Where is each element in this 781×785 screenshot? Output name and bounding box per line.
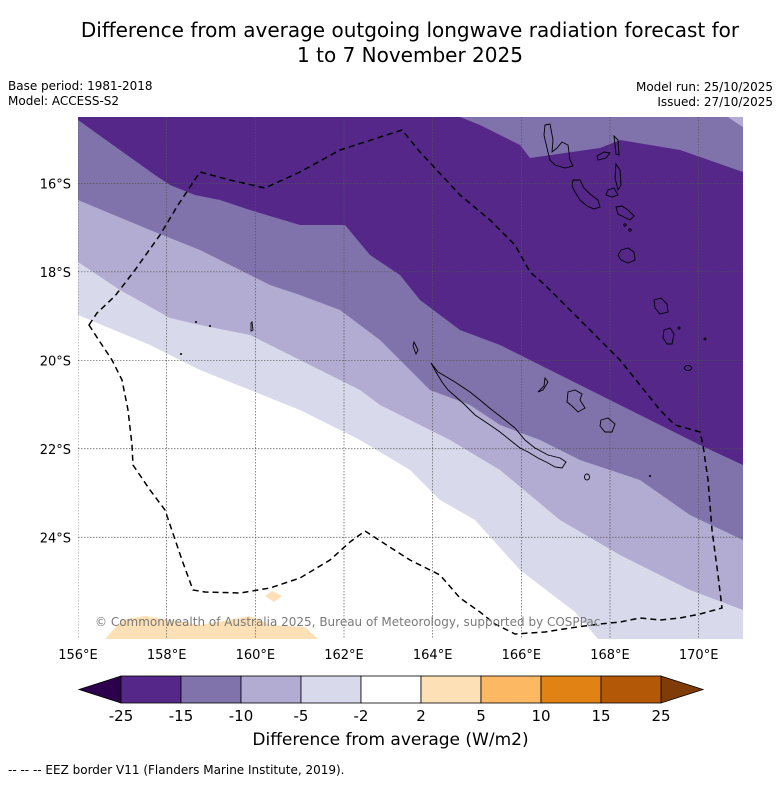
colorbar-tick-label: 2 [416, 707, 426, 725]
coast-futuna [677, 326, 681, 330]
lon-tick-labels: 156°E 158°E 160°E 162°E 164°E 166°E 168°E 170°E [58, 648, 718, 663]
colorbar-segment [300, 675, 362, 704]
lon-tick-label: 158°E [147, 648, 187, 663]
colorbar-segment [540, 675, 602, 704]
meta-left: Base period: 1981-2018 Model: ACCESS-S2 [8, 79, 153, 109]
coast-chesterfield [250, 321, 254, 332]
coast-ambrym [605, 187, 619, 198]
eez-note: -- -- -- EEZ border V11 (Flanders Marine… [8, 763, 345, 777]
coast-reef-4 [648, 474, 652, 478]
eez-border [88, 129, 723, 635]
colorbar-segment [600, 675, 662, 704]
colorbar-segment [480, 675, 542, 704]
lon-tick-label: 160°E [236, 648, 276, 663]
title-line-1: Difference from average outgoing longwav… [80, 18, 740, 42]
model-name: Model: ACCESS-S2 [8, 94, 120, 108]
coast-efate [617, 247, 636, 264]
coast-aneityum-main [684, 365, 692, 371]
colorbar-tick-label: 25 [651, 707, 670, 725]
coast-reef-3 [179, 352, 183, 356]
lat-tick-label: 22°S [40, 443, 71, 458]
coast-erromango [653, 297, 669, 315]
colorbar-tick-label: -5 [294, 707, 309, 725]
coast-lifou [566, 389, 586, 413]
coast-reef-2 [208, 324, 212, 328]
lon-tick-label: 166°E [502, 648, 542, 663]
band-minus25-minus15 [78, 117, 743, 465]
lon-tick-label: 162°E [324, 648, 364, 663]
chart-title: Difference from average outgoing longwav… [0, 18, 781, 68]
coast-belep [412, 340, 419, 356]
colorbar-tick-label: -25 [109, 707, 134, 725]
coast-malekula [571, 179, 601, 210]
lon-tick-label: 164°E [413, 648, 453, 663]
colorbar-tick-label: -15 [169, 707, 194, 725]
issued-date: Issued: 27/10/2025 [657, 95, 773, 109]
coast-aneityum [703, 337, 707, 341]
colorbar-segment [240, 675, 302, 704]
colorbar-segment [420, 675, 482, 704]
meta-right: Model run: 25/10/2025 Issued: 27/10/2025 [636, 80, 773, 110]
coast-mare [599, 417, 616, 433]
gridlines [78, 117, 743, 639]
model-run: Model run: 25/10/2025 [635, 80, 773, 94]
lat-tick-label: 24°S [40, 531, 71, 546]
coast-ouvea [537, 376, 549, 393]
band-minus10-minus5-corner [728, 117, 743, 127]
colorbar-tick-label: 5 [476, 707, 486, 725]
colorbar-tick-label: 15 [591, 707, 610, 725]
coast-shepherd-1 [623, 223, 627, 227]
band-plus2-plus5 [105, 616, 318, 639]
lat-tick-label: 16°S [40, 177, 71, 192]
coast-shepherd-2 [628, 228, 632, 232]
colorbar-tick-label: -10 [229, 707, 254, 725]
lon-tick-label: 170°E [679, 648, 719, 663]
copyright-text: © Commonwealth of Australia 2025, Bureau… [95, 615, 600, 629]
lon-tick-label: 156°E [58, 648, 98, 663]
colorbar-label: Difference from average (W/m2) [252, 730, 529, 750]
colorbar-segment [120, 675, 182, 704]
lat-tick-label: 20°S [40, 354, 71, 369]
coast-reef-1 [194, 320, 198, 324]
base-period: Base period: 1981-2018 [8, 79, 153, 93]
coastlines [179, 123, 707, 481]
lat-tick-label: 18°S [40, 266, 71, 281]
colorbar-over-extension [660, 675, 705, 704]
colorbar-under-extension [77, 675, 122, 704]
colorbar [77, 675, 705, 704]
coast-pentecost [614, 162, 622, 192]
coast-ambae [596, 151, 611, 161]
coast-new-caledonia [430, 362, 567, 469]
coast-maewo [613, 134, 620, 156]
coast-tanna [662, 327, 675, 345]
map-plot [78, 117, 743, 639]
colorbar-segment [180, 675, 242, 704]
band-plus2-plus5-small [265, 591, 282, 602]
title-line-2: 1 to 7 November 2025 [297, 43, 523, 67]
coast-epi [615, 205, 635, 221]
lat-tick-labels: 16°S 18°S 20°S 22°S 24°S [40, 177, 71, 546]
colorbar-segment [360, 675, 422, 704]
coast-walpole [584, 473, 590, 481]
coast-espiritu-santo [543, 123, 574, 169]
colorbar-tick-labels: -25 -15 -10 -5 -2 2 5 10 15 25 [109, 707, 671, 725]
lon-tick-label: 168°E [590, 648, 630, 663]
colorbar-tick-label: -2 [354, 707, 369, 725]
colorbar-tick-label: 10 [531, 707, 550, 725]
